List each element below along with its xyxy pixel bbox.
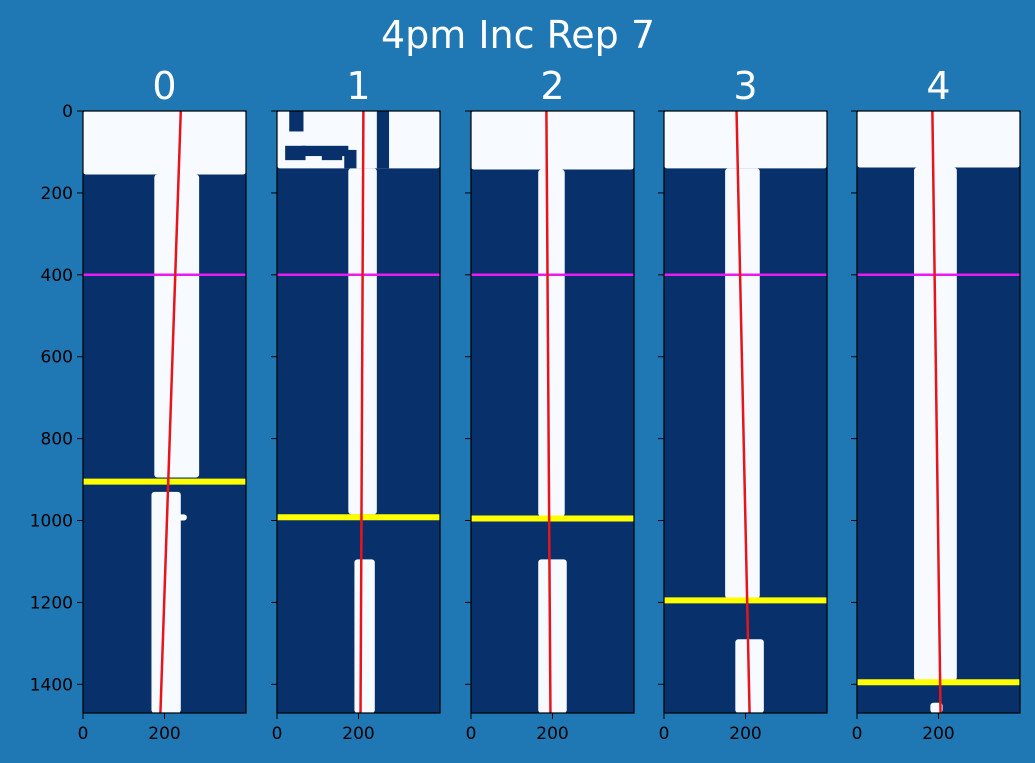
mask-hole [321, 147, 343, 161]
mask-region [857, 111, 1020, 168]
y-tick-label: 200 [41, 184, 73, 204]
mask-hole [289, 111, 304, 132]
panel-title: 2 [540, 64, 564, 108]
mask-hole [376, 111, 390, 169]
panel-2: 2 0 200 [465, 64, 635, 744]
x-tick-label: 200 [342, 724, 374, 744]
fit-line [735, 111, 751, 713]
x-tick-label: 0 [272, 724, 283, 744]
mask-region [354, 559, 375, 713]
x-tick-label: 0 [852, 724, 863, 744]
mask-region [538, 169, 565, 517]
mask-region [471, 111, 634, 170]
mask-hole [285, 145, 306, 161]
fit-line [545, 111, 552, 713]
x-tick-label: 200 [922, 724, 954, 744]
panel-title: 4 [926, 64, 950, 108]
fit-line [159, 111, 183, 713]
y-tick-label: 600 [41, 348, 73, 368]
x-tick-label: 0 [466, 724, 477, 744]
y-tick-label: 1200 [30, 593, 73, 613]
panel-title: 0 [152, 64, 176, 108]
mask-image [83, 111, 246, 713]
mask-image [471, 111, 634, 713]
mask-region [151, 491, 181, 713]
x-tick-label: 0 [78, 724, 89, 744]
fit-line [359, 111, 365, 713]
mask-region [154, 174, 200, 478]
mask-region [168, 514, 187, 521]
mask-region [538, 559, 567, 713]
mask-region [664, 111, 827, 169]
y-tick-label: 800 [41, 430, 73, 450]
x-tick-label: 200 [148, 724, 180, 744]
panel-title: 3 [733, 64, 757, 108]
panel-3: 3 0 200 [658, 64, 828, 744]
x-tick-label: 0 [659, 724, 670, 744]
mask-region [83, 111, 246, 175]
fit-line [931, 111, 942, 713]
x-tick-label: 200 [729, 724, 761, 744]
x-tick-label: 200 [536, 724, 568, 744]
panel-4: 4 0 200 [851, 64, 1021, 744]
panel-title: 1 [346, 64, 370, 108]
panel-0: 0 0 200 400 600 800 1000 1200 1400 0 200 [30, 64, 247, 744]
y-tick-label: 0 [62, 102, 73, 122]
y-tick-label: 400 [41, 266, 73, 286]
y-tick-label: 1400 [30, 675, 73, 695]
y-tick-label: 1000 [30, 512, 73, 532]
mask-hole [344, 149, 357, 169]
panel-1: 1 0 200 [271, 64, 441, 744]
figure-title: 4pm Inc Rep 7 [381, 13, 655, 57]
